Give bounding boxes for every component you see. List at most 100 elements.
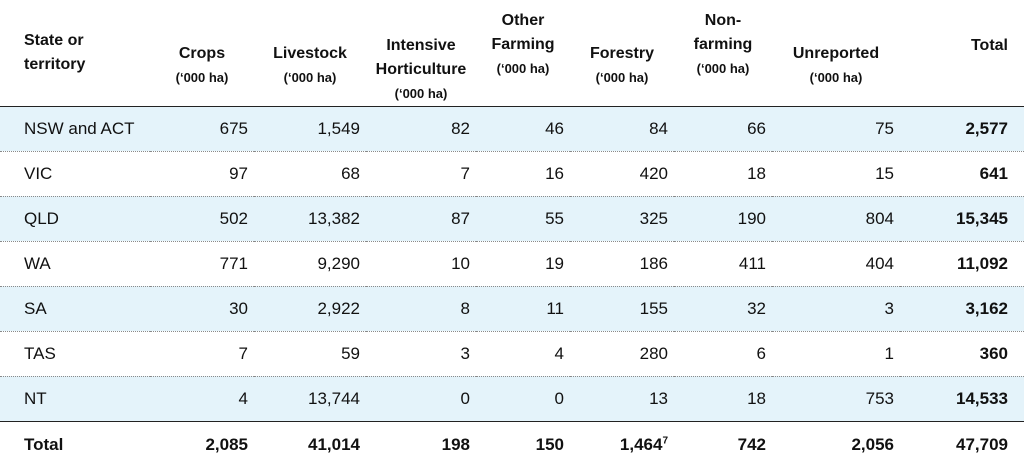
cell-non-farming: 411 <box>674 240 772 286</box>
table-row: TAS 7 59 3 4 280 6 1 360 <box>0 330 1024 376</box>
table-row: SA 30 2,922 8 11 155 32 3 3,162 <box>0 285 1024 331</box>
table-row: VIC 97 68 7 16 420 18 15 641 <box>0 150 1024 196</box>
cell-unreported: 75 <box>772 105 900 151</box>
cell-crops: 97 <box>150 150 254 196</box>
cell-non-farming: 190 <box>674 195 772 241</box>
cell-crops: 30 <box>150 285 254 331</box>
cell-non-farming: 18 <box>674 375 772 421</box>
cell-non-farming: 32 <box>674 285 772 331</box>
row-state: NT <box>0 375 150 421</box>
header-forestry: Forestry (‘000 ha) <box>570 0 674 106</box>
cell-forestry: 186 <box>570 240 674 286</box>
header-row: State or territory Crops (‘000 ha) Lives… <box>0 0 1024 106</box>
cell-crops: 502 <box>150 195 254 241</box>
header-non-farming: Non- farming (‘000 ha) <box>674 0 772 106</box>
cell-other-farming: 4 <box>476 330 570 376</box>
cell-total: 11,092 <box>900 240 1024 286</box>
cell-intensive-horticulture: 82 <box>366 105 476 151</box>
cell-forestry: 84 <box>570 105 674 151</box>
header-other-unit: (‘000 ha) <box>496 61 550 77</box>
header-crops: Crops (‘000 ha) <box>150 0 254 106</box>
cell-crops: 7 <box>150 330 254 376</box>
table-row: NT 4 13,744 0 0 13 18 753 14,533 <box>0 375 1024 421</box>
cell-intensive-horticulture: 3 <box>366 330 476 376</box>
cell-unreported: 404 <box>772 240 900 286</box>
row-state: QLD <box>0 195 150 241</box>
cell-other-farming: 55 <box>476 195 570 241</box>
header-total: Total <box>900 0 1024 106</box>
header-non-farming-line-1: Non- <box>704 12 742 30</box>
cell-intensive-horticulture: 7 <box>366 150 476 196</box>
cell-livestock: 59 <box>254 330 366 376</box>
total-non-farming: 742 <box>674 420 772 468</box>
header-livestock-label: Livestock <box>273 45 347 63</box>
cell-other-farming: 11 <box>476 285 570 331</box>
table-body: NSW and ACT 675 1,549 82 46 84 66 75 2,5… <box>0 105 1024 468</box>
total-forestry-value: 1,464 <box>619 434 663 454</box>
cell-livestock: 1,549 <box>254 105 366 151</box>
cell-intensive-horticulture: 0 <box>366 375 476 421</box>
cell-non-farming: 18 <box>674 150 772 196</box>
header-unreported-unit: (‘000 ha) <box>809 70 863 86</box>
cell-total: 3,162 <box>900 285 1024 331</box>
cell-livestock: 68 <box>254 150 366 196</box>
cell-intensive-horticulture: 8 <box>366 285 476 331</box>
cell-livestock: 13,744 <box>254 375 366 421</box>
cell-unreported: 804 <box>772 195 900 241</box>
header-livestock-unit: (‘000 ha) <box>283 70 337 86</box>
header-forestry-unit: (‘000 ha) <box>595 70 649 86</box>
table-row: NSW and ACT 675 1,549 82 46 84 66 75 2,5… <box>0 105 1024 151</box>
header-unreported: Unreported (‘000 ha) <box>772 0 900 106</box>
cell-non-farming: 6 <box>674 330 772 376</box>
row-state: WA <box>0 240 150 286</box>
cell-livestock: 2,922 <box>254 285 366 331</box>
cell-forestry: 420 <box>570 150 674 196</box>
header-other-line-2: Farming <box>491 36 555 54</box>
cell-intensive-horticulture: 10 <box>366 240 476 286</box>
cell-forestry: 155 <box>570 285 674 331</box>
header-other-line-1: Other <box>501 12 545 30</box>
header-non-farming-unit: (‘000 ha) <box>696 61 750 77</box>
header-state-line-1: State or <box>24 31 84 49</box>
total-crops: 2,085 <box>150 420 254 468</box>
header-intensive-line-1: Intensive <box>386 37 456 55</box>
cell-unreported: 1 <box>772 330 900 376</box>
table-row: WA 771 9,290 10 19 186 411 404 11,092 <box>0 240 1024 286</box>
cell-total: 2,577 <box>900 105 1024 151</box>
total-row: Total 2,085 41,014 198 150 1,4647 742 2,… <box>0 420 1024 468</box>
cell-unreported: 3 <box>772 285 900 331</box>
total-unreported: 2,056 <box>772 420 900 468</box>
cell-livestock: 13,382 <box>254 195 366 241</box>
cell-forestry: 13 <box>570 375 674 421</box>
cell-other-farming: 0 <box>476 375 570 421</box>
header-livestock: Livestock (‘000 ha) <box>254 0 366 106</box>
total-row-label: Total <box>0 420 150 468</box>
total-intensive-horticulture: 198 <box>366 420 476 468</box>
header-intensive-line-2: Horticulture <box>375 61 467 79</box>
cell-non-farming: 66 <box>674 105 772 151</box>
header-state-line-2: territory <box>24 55 86 73</box>
cell-crops: 771 <box>150 240 254 286</box>
cell-forestry: 280 <box>570 330 674 376</box>
cell-other-farming: 19 <box>476 240 570 286</box>
total-forestry: 1,4647 <box>570 420 674 468</box>
total-livestock: 41,014 <box>254 420 366 468</box>
header-total-label: Total <box>970 36 1008 54</box>
cell-total: 14,533 <box>900 375 1024 421</box>
cell-intensive-horticulture: 87 <box>366 195 476 241</box>
header-intensive-horticulture: Intensive Horticulture (‘000 ha) <box>366 0 476 106</box>
cell-total: 15,345 <box>900 195 1024 241</box>
cell-forestry: 325 <box>570 195 674 241</box>
row-state: SA <box>0 285 150 331</box>
row-state: VIC <box>0 150 150 196</box>
header-state: State or territory <box>0 0 150 106</box>
cell-crops: 4 <box>150 375 254 421</box>
header-forestry-label: Forestry <box>589 45 655 63</box>
cell-unreported: 15 <box>772 150 900 196</box>
header-non-farming-line-2: farming <box>693 36 753 54</box>
header-crops-unit: (‘000 ha) <box>175 70 229 86</box>
row-state: NSW and ACT <box>0 105 150 151</box>
header-crops-label: Crops <box>178 45 226 63</box>
cell-crops: 675 <box>150 105 254 151</box>
